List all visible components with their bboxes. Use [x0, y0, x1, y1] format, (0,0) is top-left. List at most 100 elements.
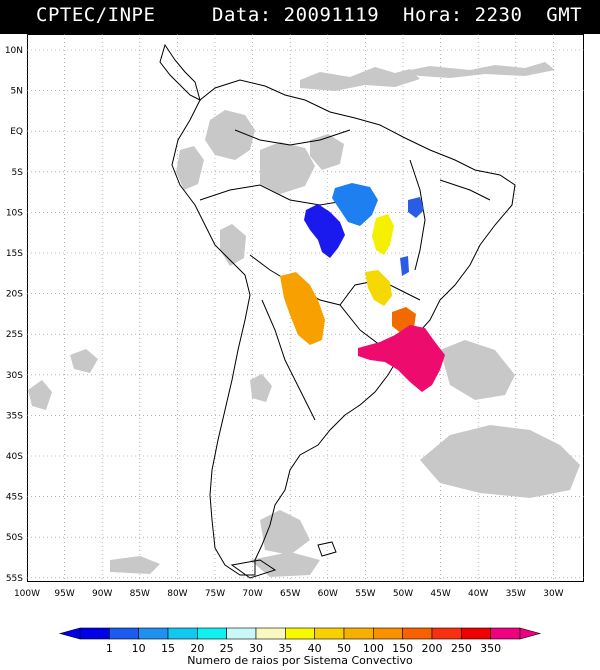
cloud-argentina	[250, 374, 272, 402]
legend-tick-label: 10	[132, 642, 146, 655]
latitude-label: 20S	[6, 290, 23, 300]
longitude-label: 65W	[280, 589, 300, 599]
system-yellow-2	[365, 270, 392, 306]
legend-swatch	[343, 627, 374, 640]
legend-tick-label: 100	[363, 642, 384, 655]
cloud-atlantic-south	[420, 425, 580, 498]
system-blue-4	[400, 256, 409, 276]
legend-tick-labels: 1 10 15 20 25 30 35 40 50 100 150 200 250 350	[106, 642, 501, 655]
cloud-amazon-3	[310, 134, 344, 170]
cloud-atlantic-sw	[440, 340, 515, 400]
cloud-andes-peru	[220, 224, 246, 266]
longitude-label: 35W	[506, 589, 526, 599]
legend-tick-label: 350	[480, 642, 501, 655]
header-source: CPTEC/INPE	[36, 4, 156, 26]
cloud-andes-north	[176, 146, 204, 190]
latitude-label: 30S	[6, 371, 23, 381]
longitude-label: 60W	[318, 589, 338, 599]
latitude-label: 10N	[5, 46, 23, 56]
latitude-label: 40S	[6, 452, 23, 462]
legend-tick-label: 1	[106, 642, 113, 655]
cloud-caribbean	[400, 62, 555, 78]
longitude-label: 55W	[355, 589, 375, 599]
legend-swatch	[197, 627, 227, 640]
latitude-label: 5S	[12, 168, 24, 178]
country-border-3	[261, 299, 316, 421]
longitude-label: 50W	[393, 589, 413, 599]
latitude-label: 50S	[6, 533, 23, 543]
latitude-label: EQ	[10, 127, 23, 137]
cloud-field	[28, 62, 580, 577]
longitude-label: 85W	[130, 589, 150, 599]
legend-swatch	[167, 627, 198, 640]
header-datetime: Data: 20091119 Hora: 2230 GMT	[212, 4, 583, 26]
legend-swatch	[373, 627, 403, 640]
longitude-label: 100W	[14, 589, 40, 599]
latitude-labels: 10N 5N EQ 5S 10S 15S 20S 25S 30S 35S 40S 45S 50S 55S	[5, 46, 23, 584]
country-border-7	[409, 159, 426, 271]
cloud-ocean-north	[300, 67, 420, 91]
latitude-label: 55S	[6, 574, 23, 584]
cloud-tierra	[250, 552, 320, 577]
longitude-label: 70W	[242, 589, 262, 599]
latitude-label: 15S	[6, 249, 23, 259]
cloud-patagonia	[260, 510, 310, 555]
legend-swatch	[402, 627, 433, 640]
legend-swatch	[314, 627, 345, 640]
longitude-label: 80W	[167, 589, 187, 599]
legend-swatch	[226, 627, 257, 640]
legend-swatch	[255, 627, 286, 640]
legend-tick-label: 50	[337, 642, 351, 655]
system-blue-2	[332, 183, 378, 226]
legend-swatch	[79, 627, 110, 640]
legend-swatch	[431, 627, 462, 640]
legend-swatch	[285, 627, 315, 640]
latitude-label: 25S	[6, 330, 23, 340]
longitude-label: 95W	[54, 589, 74, 599]
cloud-amazon-1	[205, 110, 255, 160]
cloud-pacific-south	[28, 380, 52, 410]
longitude-label: 90W	[92, 589, 112, 599]
system-orange-1	[280, 272, 325, 345]
system-blue-3	[408, 197, 424, 218]
longitude-label: 40W	[468, 589, 488, 599]
legend-swatch	[490, 627, 521, 640]
falklands	[317, 541, 337, 557]
country-border-8	[439, 179, 491, 201]
south-america-outline	[171, 79, 516, 576]
legend-caption: Numero de raios por Sistema Convectivo	[187, 654, 413, 667]
cloud-amazon-2	[260, 142, 315, 194]
country-border-4	[234, 129, 351, 146]
latitude-label: 5N	[11, 87, 23, 97]
cloud-pacific-mid	[70, 349, 98, 373]
system-yellow-1	[372, 214, 394, 255]
cloud-south-coast	[110, 556, 160, 574]
legend-tick-label: 150	[392, 642, 413, 655]
legend-tick-label: 250	[451, 642, 472, 655]
legend-tick-label: 200	[422, 642, 443, 655]
legend-tick-label: 15	[161, 642, 175, 655]
longitude-label: 45W	[430, 589, 450, 599]
legend-tick-label: 35	[278, 642, 292, 655]
header-bar: CPTEC/INPE Data: 20091119 Hora: 2230 GMT	[0, 0, 600, 34]
legend-arrow-left	[58, 627, 81, 640]
longitude-label: 75W	[205, 589, 225, 599]
legend-colorbar	[58, 627, 542, 640]
latitude-label: 35S	[6, 411, 23, 421]
tierra-del-fuego	[230, 559, 277, 579]
longitude-labels: 100W 95W 90W 85W 80W 75W 70W 65W 60W 55W 50W 45W 40W…	[14, 589, 564, 599]
legend-swatch	[138, 627, 169, 640]
legend-tick-label: 25	[220, 642, 234, 655]
longitude-label: 30W	[543, 589, 563, 599]
land-outlines	[159, 43, 516, 579]
legend-tick-label: 20	[190, 642, 204, 655]
legend-arrow-right	[519, 627, 542, 640]
legend-tick-label: 40	[308, 642, 322, 655]
legend-swatch	[109, 627, 139, 640]
system-blue-1	[304, 204, 345, 258]
legend-tick-label: 30	[249, 642, 263, 655]
system-pink	[358, 325, 445, 392]
latitude-label: 10S	[6, 208, 23, 218]
